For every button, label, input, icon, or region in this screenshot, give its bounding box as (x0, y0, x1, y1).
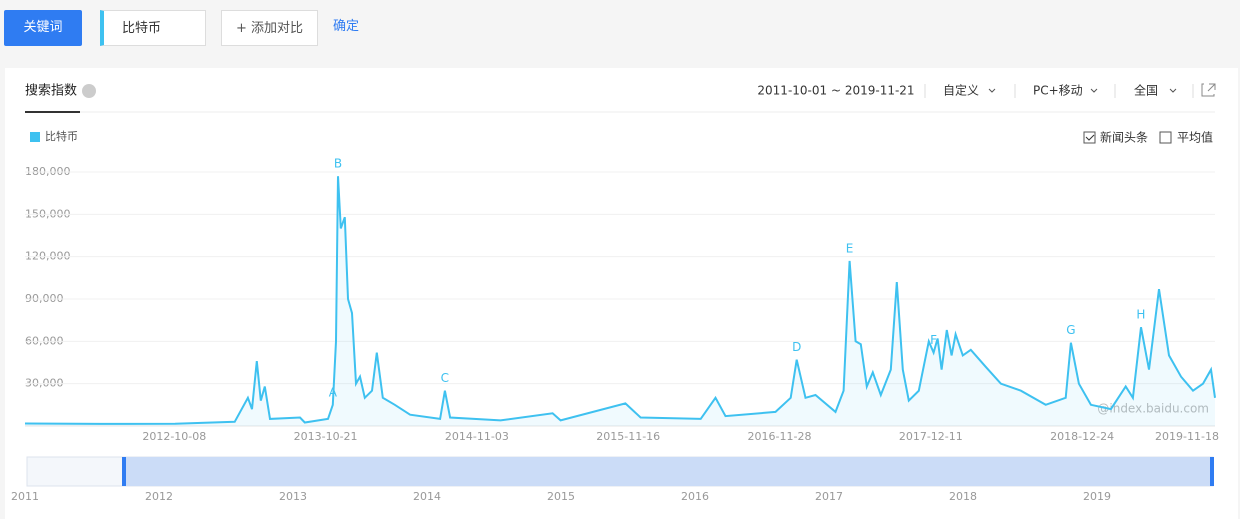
x-tick-label: 2013-10-21 (294, 430, 358, 443)
navigator-handle[interactable] (1210, 457, 1214, 486)
x-tick-label: 2015-11-16 (596, 430, 660, 443)
line (24, 176, 1216, 425)
region-select[interactable]: 全国 (1134, 83, 1158, 98)
navigator-year: 2013 (279, 490, 307, 503)
add-compare[interactable]: + 添加对比 (221, 10, 318, 46)
navigator-handle[interactable] (122, 457, 126, 486)
average-label[interactable]: 平均值 (1177, 130, 1213, 145)
annotation: E (846, 241, 854, 255)
navigator-year: 2019 (1083, 490, 1111, 503)
help-icon[interactable] (82, 84, 96, 98)
tab[interactable]: 搜索指数 (25, 84, 77, 99)
x-tick-label: 2012-10-08 (142, 430, 206, 443)
area (25, 176, 1215, 426)
annotation: C (441, 371, 449, 385)
legend-label: 比特币 (45, 129, 78, 143)
keyword-input[interactable]: 比特币 (100, 10, 206, 46)
device-select[interactable]: PC+移动 (1033, 84, 1083, 98)
dropdown-arrows (988, 88, 1177, 93)
average-checkbox[interactable] (1159, 131, 1172, 144)
watermark: @index.baidu.com (1097, 402, 1209, 416)
x-tick-label: 2019-11-18 (1155, 430, 1219, 443)
annotation: G (1066, 323, 1075, 337)
news-label[interactable]: 新闻头条 (1100, 130, 1148, 145)
navigator-year: 2018 (949, 490, 977, 503)
panel (5, 68, 1238, 519)
navigator-year: 2011 (11, 490, 39, 503)
navigator-selection[interactable] (124, 457, 1213, 486)
date-range[interactable]: 2011-10-01 ~ 2019-11-21 (757, 84, 914, 98)
separators (924, 84, 1194, 98)
annotation: B (334, 157, 342, 171)
annotation: A (329, 385, 338, 399)
keyword-button[interactable]: 关键词 (4, 10, 82, 46)
export-icon[interactable] (1201, 83, 1216, 97)
x-tick-label: 2017-12-11 (899, 430, 963, 443)
legend-swatch (30, 132, 40, 142)
navigator-year: 2016 (681, 490, 709, 503)
annotation: F (930, 333, 937, 347)
confirm[interactable]: 确定 (332, 19, 359, 34)
navigator-year: 2017 (815, 490, 843, 503)
news-checkbox[interactable] (1083, 131, 1096, 144)
navigator-year: 2012 (145, 490, 173, 503)
annotation: H (1136, 308, 1145, 322)
navigator-year: 2014 (413, 490, 441, 503)
custom-select[interactable]: 自定义 (943, 83, 979, 98)
check-mark (1085, 134, 1095, 141)
x-tick-label: 2014-11-03 (445, 430, 509, 443)
x-tick-label: 2018-12-24 (1050, 430, 1114, 443)
annotation: D (792, 340, 801, 354)
x-tick-label: 2016-11-28 (748, 430, 812, 443)
navigator-year: 2015 (547, 490, 575, 503)
